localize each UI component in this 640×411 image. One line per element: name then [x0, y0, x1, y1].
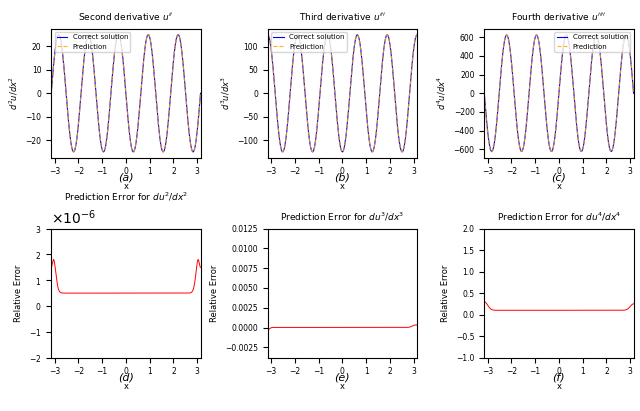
X-axis label: x: x	[124, 382, 129, 391]
Text: (d): (d)	[118, 372, 134, 382]
Text: (c): (c)	[552, 172, 566, 182]
Title: Prediction Error for $du^4/dx^4$: Prediction Error for $du^4/dx^4$	[497, 210, 621, 223]
Correct solution	[170, 54, 178, 59]
Prediction	[47, 91, 55, 96]
Prediction	[196, 91, 204, 96]
Legend: Correct solution, Prediction: Correct solution, Prediction	[271, 32, 347, 52]
Y-axis label: Relative Error: Relative Error	[211, 264, 220, 322]
Correct solution	[335, 135, 343, 140]
Correct solution	[410, 46, 418, 51]
Correct solution	[622, 32, 630, 37]
Prediction	[264, 32, 271, 37]
Correct solution	[552, 120, 560, 125]
Text: (e): (e)	[335, 372, 350, 382]
Correct solution	[603, 127, 611, 132]
Correct solution	[129, 148, 136, 153]
Correct solution	[194, 125, 202, 130]
Correct solution	[413, 32, 421, 37]
Correct solution	[552, 129, 559, 134]
Prediction	[136, 96, 144, 101]
Text: (f): (f)	[552, 372, 565, 382]
Y-axis label: $d^3u/dx^3$: $d^3u/dx^3$	[219, 76, 232, 110]
Correct solution	[345, 104, 353, 109]
Prediction	[622, 32, 630, 37]
Title: Third derivative $u'''$: Third derivative $u'''$	[299, 12, 386, 23]
Prediction	[194, 125, 202, 130]
Correct solution	[118, 52, 126, 57]
Prediction	[481, 91, 488, 96]
Prediction	[336, 141, 344, 146]
Title: Prediction Error for $du^3/dx^3$: Prediction Error for $du^3/dx^3$	[280, 210, 404, 223]
Correct solution	[47, 91, 55, 96]
Correct solution	[196, 91, 204, 96]
Correct solution	[353, 32, 361, 37]
Line: Correct solution: Correct solution	[484, 35, 634, 152]
Prediction	[603, 127, 611, 132]
Legend: Correct solution, Prediction: Correct solution, Prediction	[54, 32, 131, 52]
Prediction	[335, 135, 343, 140]
Correct solution	[279, 149, 287, 154]
Y-axis label: $d^2u/dx^2$: $d^2u/dx^2$	[8, 76, 20, 110]
Line: Correct solution: Correct solution	[51, 35, 200, 152]
Correct solution	[336, 141, 344, 146]
Prediction	[630, 91, 637, 96]
Correct solution	[55, 32, 63, 37]
X-axis label: x: x	[556, 182, 561, 191]
Prediction	[627, 54, 634, 59]
Correct solution	[481, 91, 488, 96]
Prediction	[120, 61, 127, 66]
Y-axis label: $d^4u/dx^4$: $d^4u/dx^4$	[436, 76, 448, 110]
Y-axis label: Relative Error: Relative Error	[442, 264, 451, 322]
Prediction	[353, 32, 361, 37]
Prediction	[189, 149, 197, 154]
X-axis label: x: x	[124, 182, 129, 191]
X-axis label: x: x	[556, 382, 561, 391]
Correct solution	[627, 56, 634, 61]
Prediction	[410, 46, 418, 51]
Prediction	[561, 34, 569, 39]
Title: Second derivative $u''$: Second derivative $u''$	[78, 12, 173, 23]
Line: Prediction: Prediction	[268, 35, 417, 152]
Correct solution	[264, 32, 271, 37]
Line: Prediction: Prediction	[484, 35, 634, 152]
Correct solution	[570, 85, 577, 90]
Correct solution	[189, 149, 197, 154]
Text: (a): (a)	[118, 172, 134, 182]
Prediction	[55, 32, 63, 37]
Prediction	[118, 52, 126, 57]
Correct solution	[561, 34, 569, 39]
Prediction	[413, 32, 421, 37]
Prediction	[387, 45, 394, 50]
Text: (b): (b)	[335, 172, 350, 182]
Prediction	[345, 104, 353, 109]
Legend: Correct solution, Prediction: Correct solution, Prediction	[554, 32, 630, 52]
Prediction	[129, 148, 136, 153]
X-axis label: x: x	[340, 182, 345, 191]
Prediction	[170, 54, 178, 59]
Prediction	[552, 129, 559, 134]
Correct solution	[387, 45, 394, 50]
Correct solution	[120, 61, 127, 66]
Prediction	[488, 149, 495, 154]
Line: Correct solution: Correct solution	[268, 35, 417, 152]
Prediction	[279, 149, 287, 154]
Correct solution	[488, 149, 495, 154]
X-axis label: x: x	[340, 382, 345, 391]
Prediction	[552, 120, 560, 125]
Correct solution	[136, 96, 144, 101]
Line: Prediction: Prediction	[51, 35, 200, 152]
Correct solution	[630, 91, 637, 96]
Title: Prediction Error for $du^2/dx^2$: Prediction Error for $du^2/dx^2$	[64, 191, 188, 203]
Title: Fourth derivative $u''''$: Fourth derivative $u''''$	[511, 12, 607, 23]
Y-axis label: Relative Error: Relative Error	[15, 264, 24, 322]
Prediction	[570, 85, 577, 90]
